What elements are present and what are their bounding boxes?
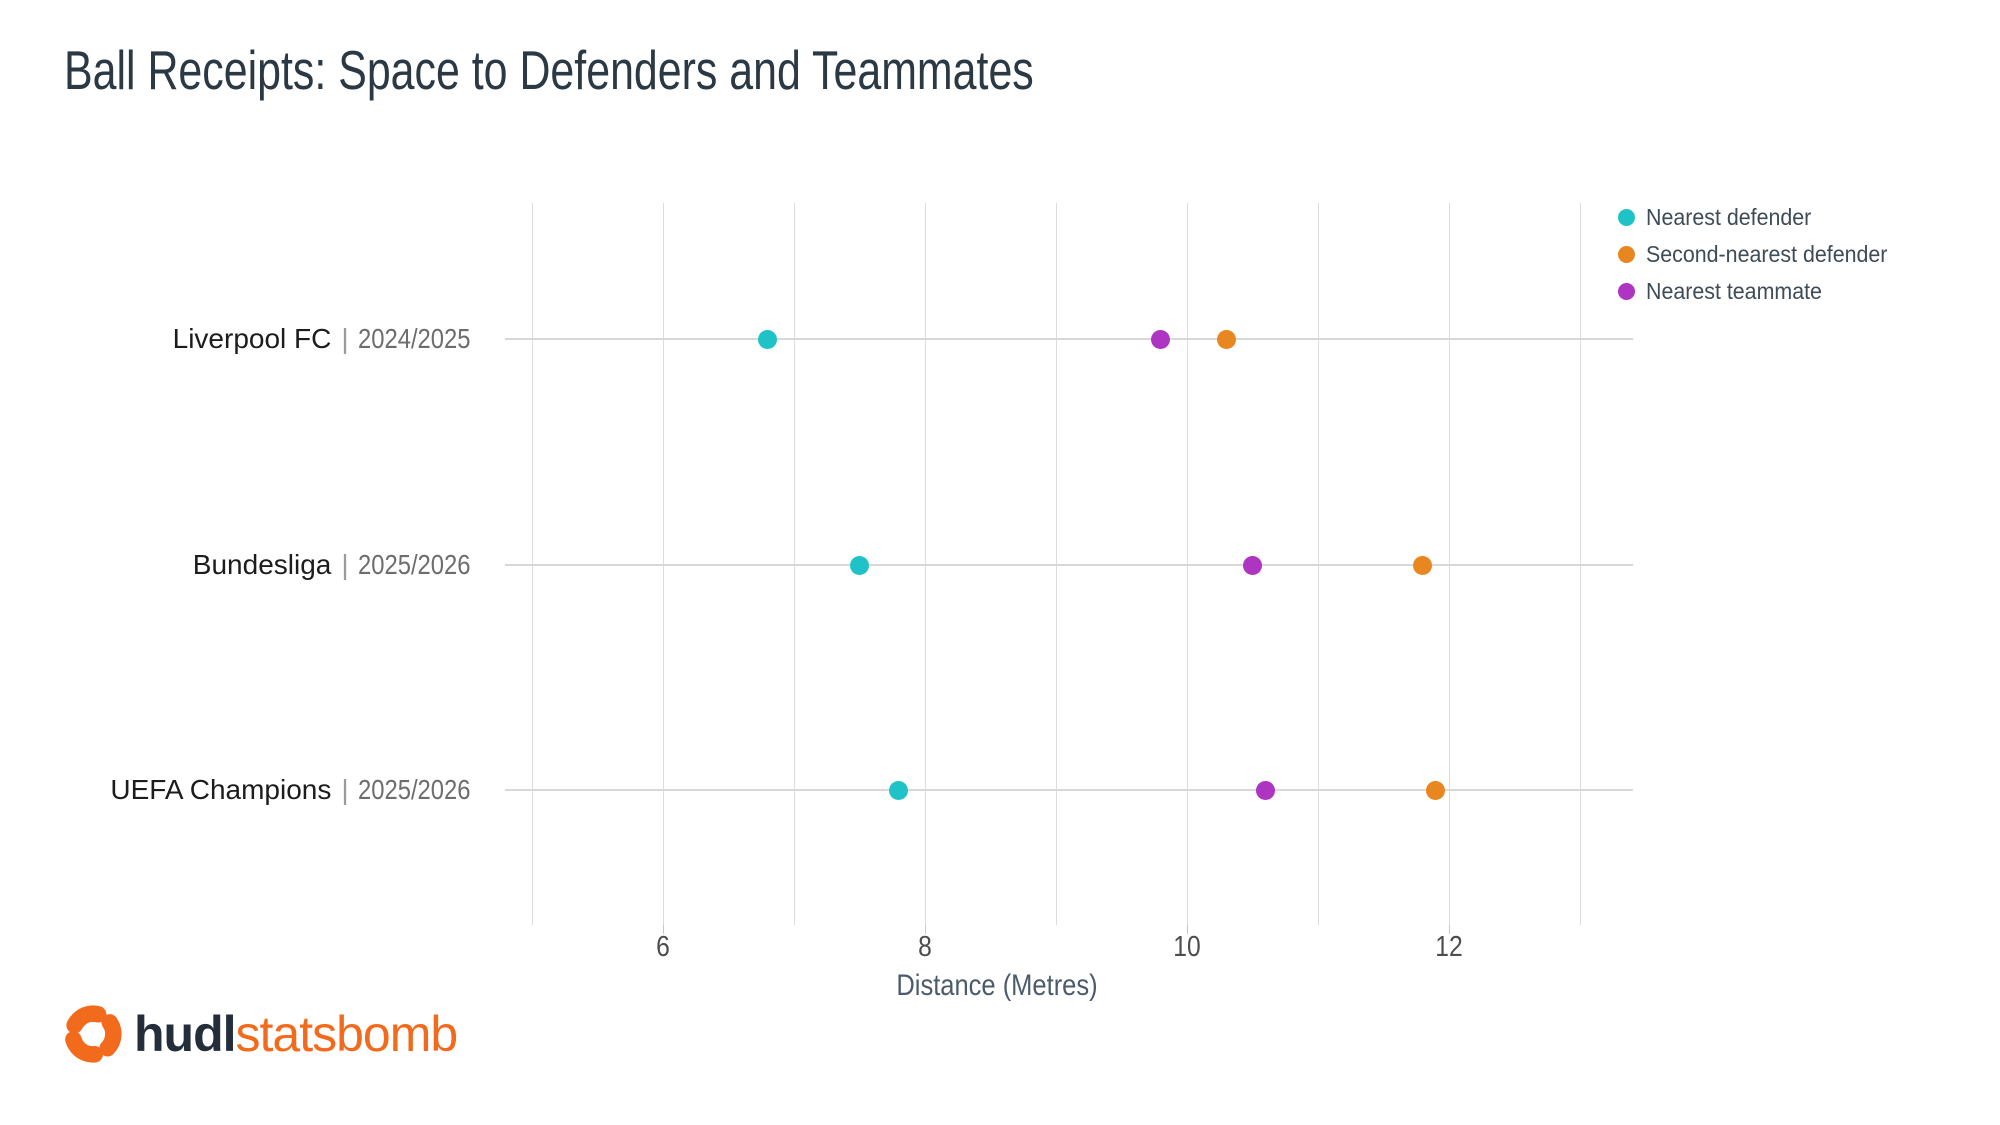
- x-tick-label: 10: [1173, 931, 1201, 963]
- footer-logo: hudl statsbomb: [62, 1000, 459, 1068]
- legend-label: Nearest defender: [1646, 204, 1812, 230]
- legend-item: Nearest teammate: [1618, 273, 1906, 310]
- legend-swatch-icon: [1618, 246, 1635, 263]
- category-season: 2024/2025: [357, 323, 471, 354]
- legend-swatch-icon: [1618, 283, 1635, 300]
- x-tick-mark: [662, 925, 664, 934]
- category-gridline: [505, 564, 1633, 566]
- data-point-second-nearest-defender: [1216, 329, 1236, 349]
- category-gridline: [505, 789, 1633, 791]
- category-team-name: Bundesliga: [192, 549, 332, 580]
- data-point-nearest-defender: [889, 780, 909, 800]
- legend-item: Second-nearest defender: [1618, 236, 1906, 273]
- data-point-nearest-defender: [758, 329, 778, 349]
- x-axis-title: Distance (Metres): [896, 969, 1098, 1002]
- x-tick-label: 6: [656, 931, 670, 963]
- x-tick-label: 12: [1435, 931, 1463, 963]
- category-label: UEFA Champions | 2025/2026: [110, 770, 490, 810]
- category-season: 2025/2026: [357, 549, 471, 580]
- data-point-nearest-teammate: [1151, 329, 1171, 349]
- data-point-second-nearest-defender: [1413, 555, 1433, 575]
- legend-item: Nearest defender: [1618, 199, 1906, 236]
- category-label: Liverpool FC | 2024/2025: [173, 319, 490, 359]
- data-point-second-nearest-defender: [1426, 780, 1446, 800]
- legend-label: Second-nearest defender: [1646, 241, 1888, 267]
- x-tick-mark: [924, 925, 926, 934]
- category-team-name: Liverpool FC: [172, 323, 332, 354]
- chart-title: Ball Receipts: Space to Defenders and Te…: [64, 39, 1034, 101]
- logo-hudl: hudl: [134, 1006, 237, 1062]
- statsbomb-swirl-icon: [64, 1005, 122, 1063]
- data-point-nearest-defender: [850, 555, 869, 575]
- category-team-name: UEFA Champions: [110, 774, 332, 805]
- legend-label: Nearest teammate: [1646, 278, 1822, 304]
- x-tick-label: 8: [918, 931, 932, 963]
- category-season: 2025/2026: [357, 774, 471, 805]
- category-separator: |: [341, 774, 349, 805]
- data-point-nearest-teammate: [1256, 780, 1276, 800]
- legend-swatch-icon: [1618, 209, 1635, 226]
- category-label: Bundesliga | 2025/2026: [193, 545, 490, 585]
- x-tick-mark: [1448, 925, 1450, 934]
- data-point-nearest-teammate: [1243, 555, 1262, 575]
- legend: Nearest defender Second-nearest defender N…: [1618, 199, 1906, 310]
- logo-statsbomb: statsbomb: [235, 1006, 459, 1062]
- category-separator: |: [341, 323, 349, 354]
- category-gridline: [505, 338, 1633, 340]
- category-separator: |: [341, 549, 349, 580]
- x-tick-mark: [1186, 925, 1188, 934]
